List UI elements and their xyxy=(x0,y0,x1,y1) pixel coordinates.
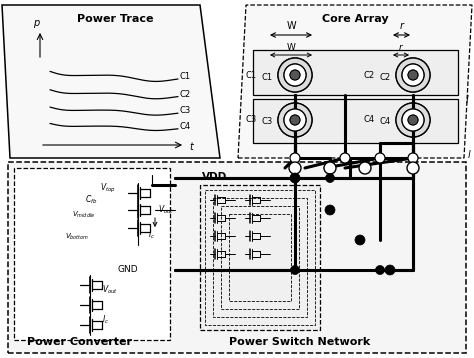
Circle shape xyxy=(396,58,430,92)
Circle shape xyxy=(408,115,418,125)
Polygon shape xyxy=(378,57,453,93)
Text: C2: C2 xyxy=(380,73,391,82)
Circle shape xyxy=(284,109,306,131)
Polygon shape xyxy=(260,102,335,138)
Circle shape xyxy=(278,103,312,137)
Text: $I_c$: $I_c$ xyxy=(102,314,109,326)
Text: C1: C1 xyxy=(262,73,273,82)
Text: Power Trace: Power Trace xyxy=(77,14,153,24)
Circle shape xyxy=(396,103,430,137)
Text: t: t xyxy=(189,142,193,152)
Circle shape xyxy=(278,103,312,137)
Text: VDD: VDD xyxy=(202,172,228,182)
Text: C4: C4 xyxy=(364,116,375,125)
Circle shape xyxy=(290,115,300,125)
Circle shape xyxy=(375,153,385,163)
Text: C3: C3 xyxy=(262,117,273,126)
Text: $V_{out}$: $V_{out}$ xyxy=(158,204,174,216)
Text: Core Array: Core Array xyxy=(322,14,388,24)
Text: W: W xyxy=(286,21,296,31)
Circle shape xyxy=(278,58,312,92)
Circle shape xyxy=(396,58,430,92)
Text: l: l xyxy=(466,95,469,105)
Circle shape xyxy=(324,162,336,174)
Circle shape xyxy=(359,162,371,174)
Text: C4: C4 xyxy=(380,117,391,126)
Bar xyxy=(205,190,315,325)
Polygon shape xyxy=(200,185,320,330)
Circle shape xyxy=(375,266,384,275)
Polygon shape xyxy=(260,57,335,93)
Circle shape xyxy=(408,70,418,80)
Polygon shape xyxy=(8,162,466,353)
Circle shape xyxy=(396,103,430,137)
Text: $V_{out}$: $V_{out}$ xyxy=(102,284,118,296)
Circle shape xyxy=(402,64,424,86)
Circle shape xyxy=(284,64,306,86)
Circle shape xyxy=(325,205,335,215)
Bar xyxy=(213,198,307,317)
Bar xyxy=(229,214,291,301)
Polygon shape xyxy=(253,50,458,95)
Text: $C_{fb}$: $C_{fb}$ xyxy=(85,194,97,206)
Text: C3: C3 xyxy=(180,106,191,116)
Circle shape xyxy=(291,266,300,275)
Text: Power Converter: Power Converter xyxy=(27,337,133,347)
Circle shape xyxy=(408,153,418,163)
Circle shape xyxy=(340,153,350,163)
Text: p: p xyxy=(33,18,39,28)
Text: C3: C3 xyxy=(246,116,257,125)
Circle shape xyxy=(291,174,300,183)
Circle shape xyxy=(402,109,424,131)
Circle shape xyxy=(355,235,365,245)
Text: C4: C4 xyxy=(180,122,191,131)
Circle shape xyxy=(385,265,395,275)
Circle shape xyxy=(407,162,419,174)
Text: $V_{bottom}$: $V_{bottom}$ xyxy=(65,232,89,242)
Text: l: l xyxy=(468,150,471,160)
Circle shape xyxy=(290,70,300,80)
Circle shape xyxy=(290,115,300,125)
Circle shape xyxy=(408,115,418,125)
Circle shape xyxy=(289,162,301,174)
Circle shape xyxy=(402,109,424,131)
Circle shape xyxy=(284,109,306,131)
Text: GND: GND xyxy=(118,266,138,275)
Polygon shape xyxy=(2,5,220,158)
Circle shape xyxy=(290,153,300,163)
Circle shape xyxy=(402,64,424,86)
Text: C1: C1 xyxy=(180,72,191,81)
Polygon shape xyxy=(253,99,458,143)
Text: C2: C2 xyxy=(364,71,375,79)
Text: $I_c$: $I_c$ xyxy=(148,229,155,241)
Circle shape xyxy=(408,70,418,80)
Text: C2: C2 xyxy=(180,90,191,98)
Text: r: r xyxy=(399,43,403,52)
Circle shape xyxy=(326,174,335,183)
Polygon shape xyxy=(14,168,170,340)
Bar xyxy=(221,206,299,309)
Circle shape xyxy=(290,70,300,80)
Text: C1: C1 xyxy=(246,71,257,79)
Text: r: r xyxy=(400,21,404,31)
Circle shape xyxy=(278,58,312,92)
Circle shape xyxy=(290,173,300,183)
Text: $V_{top}$: $V_{top}$ xyxy=(100,182,116,195)
Text: W: W xyxy=(287,43,295,52)
Polygon shape xyxy=(238,5,472,158)
Circle shape xyxy=(284,64,306,86)
Text: $V_{middle}$: $V_{middle}$ xyxy=(72,210,95,220)
Text: Power Switch Network: Power Switch Network xyxy=(229,337,371,347)
Polygon shape xyxy=(378,102,453,138)
